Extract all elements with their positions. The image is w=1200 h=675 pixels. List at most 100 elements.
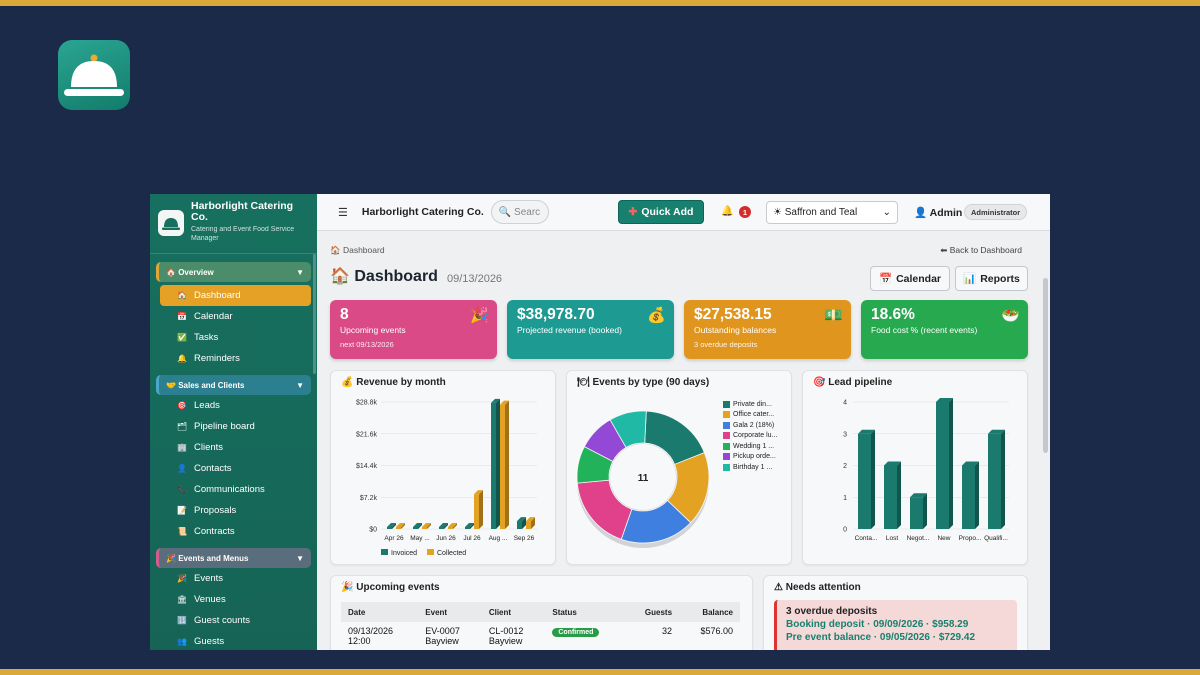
legend-swatch: [723, 411, 730, 419]
theme-select[interactable]: ☀ Saffron and Teal ⌄: [766, 201, 898, 224]
reports-button[interactable]: 📊 Reports: [955, 266, 1028, 291]
legend-swatch: [381, 549, 388, 555]
sidebar-item-calendar[interactable]: 📅 Calendar: [177, 311, 233, 322]
alert-heading: 3 overdue deposits: [786, 606, 878, 617]
bar-invoiced: [387, 523, 396, 529]
legend-item[interactable]: Corporate lu...: [723, 431, 777, 442]
column-header[interactable]: Status: [545, 602, 626, 622]
sidebar-item-reminders[interactable]: 🔔 Reminders: [177, 353, 240, 364]
legend-label: Private din...: [733, 400, 772, 408]
balance-value: $576.00: [700, 626, 733, 636]
nav-group-overview[interactable]: 🏠 Overview ▼: [156, 262, 311, 282]
plate-icon: 🍽: [577, 377, 590, 388]
client-id[interactable]: CL-0012: [488, 626, 524, 636]
house-icon: 🏠: [330, 268, 350, 285]
sidebar-item-communications[interactable]: 📞 Communications: [177, 484, 265, 495]
sidebar-item-tasks[interactable]: ✅ Tasks: [177, 332, 219, 343]
quick-add-button[interactable]: ✚ Quick Add: [618, 200, 704, 224]
pipeline-bar: [858, 429, 875, 529]
x-tick-label: Aug ...: [489, 535, 508, 542]
hamburger-menu-icon[interactable]: ☰: [338, 206, 348, 219]
breadcrumb[interactable]: 🏠 Dashboard: [330, 245, 385, 255]
nav-group-sales[interactable]: 🤝 Sales and Clients ▼: [156, 375, 311, 395]
legend-item[interactable]: Wedding 1 ...: [723, 441, 777, 452]
bar-invoiced-face: [439, 527, 444, 529]
legend-item[interactable]: Office cater...: [723, 410, 777, 421]
pipeline-bar: [884, 461, 901, 529]
party-icon: 🎉: [166, 553, 176, 563]
bar-invoiced-top: [387, 523, 396, 527]
column-header[interactable]: Event: [418, 602, 482, 622]
legend-item[interactable]: Pickup orde...: [723, 452, 777, 463]
user-menu[interactable]: 👤 Admin: [914, 207, 963, 219]
sidebar-item-events[interactable]: 🎉 Events: [177, 573, 224, 584]
legend-swatch: [427, 549, 434, 555]
events-donut-chart: 11: [576, 410, 710, 548]
bar-invoiced-side: [418, 523, 422, 529]
column-header[interactable]: Balance: [679, 602, 740, 622]
revenue-chart: $0 $7.2k $14.4k $21.6k $28.8k Apr 26 May ... Ju…: [356, 398, 537, 557]
column-header[interactable]: Guests: [625, 602, 680, 622]
y-tick-label: $7.2k: [360, 495, 378, 502]
kpi-projected-revenue[interactable]: $38,978.70 Projected revenue (booked) 💰: [507, 300, 674, 359]
alert-line[interactable]: Pre event balance · 09/05/2026 · $729.42: [786, 632, 976, 643]
pipeline-bar-top: [988, 429, 1005, 434]
sidebar-item-guest-counts[interactable]: 🔢 Guest counts: [177, 615, 250, 626]
scroll-icon: 📜: [177, 527, 187, 536]
table-header-row: Date Event Client Status Guests Balance: [341, 602, 740, 622]
y-tick-label: $14.4k: [356, 463, 378, 470]
nav-group-events[interactable]: 🎉 Events and Menus ▼: [156, 548, 311, 568]
pipeline-bar: [988, 429, 1005, 529]
chevron-down-icon: ▼: [296, 267, 304, 277]
person-icon: 👤: [177, 464, 187, 473]
column-header[interactable]: Client: [481, 602, 546, 622]
house-icon: 🏠: [177, 291, 187, 300]
kpi-label: Projected revenue (booked): [517, 325, 622, 335]
sidebar-item-contracts[interactable]: 📜 Contracts: [177, 526, 235, 537]
sidebar-item-proposals[interactable]: 📝 Proposals: [177, 505, 237, 516]
legend-item[interactable]: Birthday 1 ...: [723, 462, 777, 473]
x-tick-label: May ...: [410, 535, 430, 542]
kpi-upcoming-events[interactable]: 8 Upcoming events next 09/13/2026 🎉: [330, 300, 497, 359]
bar-invoiced-top: [465, 523, 474, 527]
sidebar-item-clients[interactable]: 🏢 Clients: [177, 442, 224, 453]
x-tick-label: New: [937, 535, 950, 542]
back-to-dashboard-link[interactable]: ⬅ Back to Dashboard: [940, 245, 1022, 255]
kpi-food-cost[interactable]: 18.6% Food cost % (recent events) 🥗: [861, 300, 1028, 359]
sidebar-item-venues[interactable]: 🏛 Venues: [176, 594, 226, 605]
bar-invoiced-side: [444, 523, 448, 529]
donut-hole: [610, 444, 676, 510]
chart-title: 💰 Revenue by month: [341, 377, 446, 388]
sidebar-item-guests[interactable]: 👥 Guests: [177, 636, 225, 647]
legend-label: Pickup orde...: [733, 453, 776, 461]
bar-collected-face: [526, 521, 531, 529]
calendar-button[interactable]: 📅 Calendar: [870, 266, 950, 291]
bar-collected: [396, 523, 405, 529]
sidebar-item-contacts[interactable]: 👤 Contacts: [177, 463, 232, 474]
chart-title: 🎯 Lead pipeline: [813, 377, 893, 388]
sidebar-item-leads[interactable]: 🎯 Leads: [177, 400, 220, 411]
bar-collected-face: [396, 527, 401, 529]
legend-item[interactable]: Private din...: [723, 399, 777, 410]
legend-item[interactable]: Gala 2 (18%): [723, 420, 777, 431]
sidebar-scrollbar[interactable]: [313, 254, 316, 374]
main-scrollbar[interactable]: [1043, 278, 1048, 453]
notifications-bell-icon[interactable]: 🔔: [721, 206, 734, 217]
search-input[interactable]: 🔍 Searc: [490, 200, 549, 224]
table-row[interactable]: 09/13/2026 12:00 EV-0007 Bayview CL-0012 Ba…: [341, 622, 740, 650]
event-id[interactable]: EV-0007: [425, 626, 460, 636]
pipeline-bar-face: [962, 465, 975, 529]
pipeline-bar-side: [975, 461, 979, 529]
x-tick-label: Lost: [886, 535, 898, 542]
bar-invoiced-top: [491, 398, 500, 403]
plus-icon: ✚: [628, 206, 638, 218]
alert-line[interactable]: Booking deposit · 09/09/2026 · $958.29: [786, 619, 969, 630]
x-tick-label: Jun 26: [436, 535, 456, 542]
kpi-outstanding-balances[interactable]: $27,538.15 Outstanding balances 3 overdu…: [684, 300, 851, 359]
bar-collected-face: [448, 527, 453, 529]
column-header[interactable]: Date: [341, 602, 419, 622]
sidebar-item-dashboard[interactable]: 🏠 Dashboard: [160, 285, 311, 306]
sidebar-item-pipeline[interactable]: 🗂 Pipeline board: [176, 421, 255, 432]
bar-invoiced-top: [413, 523, 422, 527]
pipeline-bar-face: [858, 433, 871, 529]
